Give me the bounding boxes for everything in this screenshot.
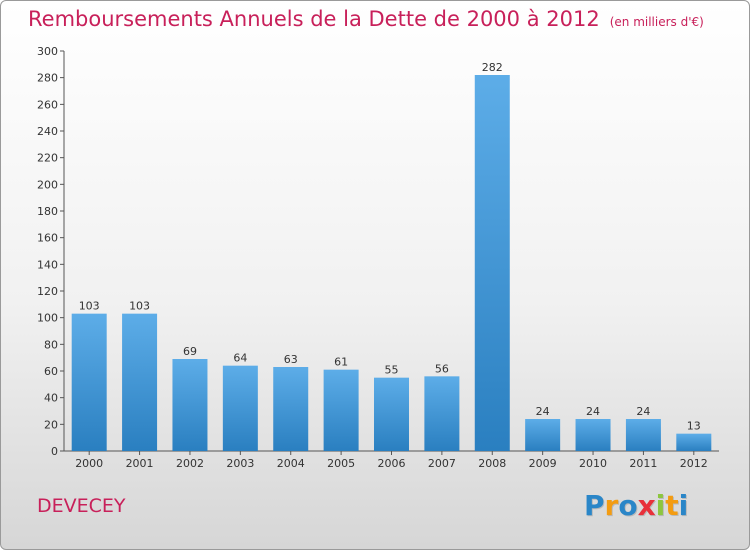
x-tick-label-2004: 2004 xyxy=(277,457,305,470)
x-tick-label-2010: 2010 xyxy=(579,457,607,470)
data-label-2008: 282 xyxy=(482,61,503,74)
bar-2006 xyxy=(374,377,409,451)
y-tick-label: 20 xyxy=(44,418,58,431)
logo-letter: o xyxy=(618,489,638,522)
data-label-2006: 55 xyxy=(385,364,399,377)
data-label-2003: 64 xyxy=(233,352,247,365)
x-tick-label-2003: 2003 xyxy=(226,457,254,470)
logo-letter: i xyxy=(678,489,689,522)
y-tick-label: 80 xyxy=(44,338,58,351)
x-tick-label-2005: 2005 xyxy=(327,457,355,470)
y-tick-label: 280 xyxy=(37,72,58,85)
y-tick-label: 140 xyxy=(37,258,58,271)
y-tick-label: 40 xyxy=(44,392,58,405)
chart-bars: 103 103 69 64 63 61 55 56 282 24 24 24 13 xyxy=(71,61,712,451)
data-label-2010: 24 xyxy=(586,405,600,418)
chart-title-text: Remboursements Annuels de la Dette de 20… xyxy=(28,7,600,31)
bar-2002 xyxy=(172,359,208,451)
bar-2009 xyxy=(525,419,561,451)
y-tick-label: 0 xyxy=(51,445,58,458)
logo-letter: x xyxy=(637,489,656,522)
bar-2001 xyxy=(122,313,158,451)
x-tick-label-2001: 2001 xyxy=(126,457,154,470)
bar-2004 xyxy=(273,367,309,451)
logo-letter: t xyxy=(665,489,679,522)
data-label-2005: 61 xyxy=(334,356,348,369)
x-tick-label-2012: 2012 xyxy=(680,457,708,470)
x-tick-label-2006: 2006 xyxy=(378,457,406,470)
data-label-2004: 63 xyxy=(284,353,298,366)
logo-letter: i xyxy=(655,489,666,522)
y-tick-label: 160 xyxy=(37,232,58,245)
x-tick-label-2009: 2009 xyxy=(529,457,557,470)
bar-2008 xyxy=(474,75,510,451)
data-label-2002: 69 xyxy=(183,345,197,358)
y-tick-label: 120 xyxy=(37,285,58,298)
y-tick-label: 100 xyxy=(37,312,58,325)
data-label-2000: 103 xyxy=(79,300,100,313)
bar-2003 xyxy=(222,365,258,451)
x-tick-label-2011: 2011 xyxy=(629,457,657,470)
bar-2012 xyxy=(676,433,712,451)
x-tick-label-2007: 2007 xyxy=(428,457,456,470)
chart-subtitle: (en milliers d'€) xyxy=(609,15,704,29)
y-tick-label: 240 xyxy=(37,125,58,138)
data-label-2011: 24 xyxy=(636,405,650,418)
bar-2010 xyxy=(575,419,611,451)
place-name: DEVECEY xyxy=(37,495,126,517)
bar-2007 xyxy=(424,376,460,451)
chart-axes: 0 20 40 60 80 100 120 140 160 180 200 220 240 260 280 3… xyxy=(37,45,719,470)
data-label-2009: 24 xyxy=(536,405,550,418)
logo-letter: P xyxy=(584,489,605,522)
y-tick-label: 300 xyxy=(37,45,58,58)
y-tick-label: 60 xyxy=(44,365,58,378)
x-tick-label-2002: 2002 xyxy=(176,457,204,470)
bar-2000 xyxy=(71,313,107,451)
bar-2011 xyxy=(625,419,661,451)
y-tick-label: 200 xyxy=(37,178,58,191)
data-label-2007: 56 xyxy=(435,362,449,375)
x-tick-label-2008: 2008 xyxy=(478,457,506,470)
y-tick-label: 220 xyxy=(37,152,58,165)
chart-title: Remboursements Annuels de la Dette de 20… xyxy=(28,7,704,31)
y-tick-label: 180 xyxy=(37,205,58,218)
data-label-2001: 103 xyxy=(129,300,150,313)
x-tick-label-2000: 2000 xyxy=(75,457,103,470)
bar-2005 xyxy=(323,369,359,451)
proxiti-logo: Proxiti xyxy=(584,489,688,522)
y-tick-label: 260 xyxy=(37,98,58,111)
data-label-2012: 13 xyxy=(687,420,701,433)
logo-letter: r xyxy=(604,489,619,522)
